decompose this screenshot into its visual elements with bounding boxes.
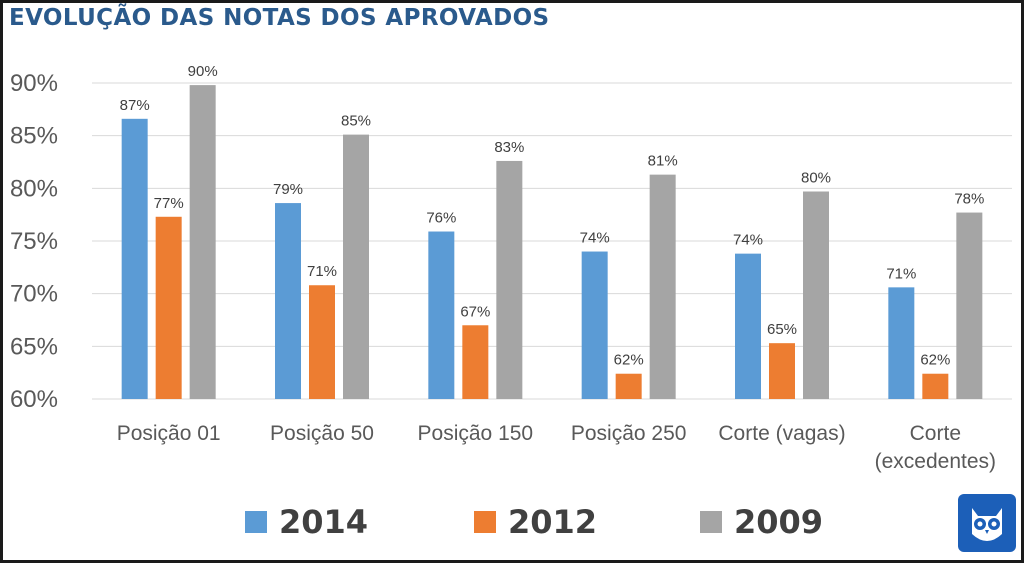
data-label: 87% [120, 97, 150, 114]
data-label: 85% [341, 113, 371, 130]
data-label: 62% [920, 352, 950, 369]
bar-2014 [275, 203, 301, 399]
bar-2012 [309, 285, 335, 399]
bar-2012 [922, 373, 949, 399]
data-label: 77% [154, 195, 184, 212]
bar-2009 [649, 174, 676, 399]
bar-2012 [155, 216, 182, 399]
legend-swatch [700, 511, 722, 533]
category-label: Corte [910, 422, 961, 445]
data-label: 74% [733, 232, 763, 249]
legend-label: 2014 [279, 503, 369, 541]
bar-2014 [888, 287, 915, 399]
bar-2012 [769, 343, 795, 399]
legend-item-2014: 2014 [245, 500, 368, 544]
y-tick-label: 80% [10, 175, 58, 202]
data-labels: 87% 79% 76% 74% 74% 71% 77% 71% 67% 62% 65% 62% 90% 8… [120, 63, 985, 369]
y-tick-label: 65% [10, 333, 58, 360]
bars [121, 85, 983, 400]
bar-chart: 60% 65% 70% 75% 80% 85% 90% 87% 79% 76% 74% 74% 71%… [10, 63, 1012, 473]
y-tick-label: 90% [10, 70, 58, 97]
owl-logo-icon [958, 494, 1016, 552]
category-label: (excedentes) [875, 450, 996, 473]
legend-label: 2012 [508, 503, 598, 541]
bar-2014 [428, 231, 455, 399]
bar-2009 [343, 134, 369, 399]
category-label: Posição 250 [571, 422, 687, 445]
x-axis-category-labels: Posição 01 Posição 50 Posição 150 Posição 2… [117, 422, 996, 473]
category-label: Posição 150 [418, 422, 534, 445]
bar-2009 [496, 160, 523, 399]
legend-label: 2009 [734, 503, 824, 541]
bar-2012 [615, 373, 642, 399]
legend-item-2012: 2012 [474, 500, 597, 544]
bar-2009 [803, 191, 829, 399]
bar-2014 [581, 251, 608, 399]
bar-2009 [956, 212, 983, 399]
y-tick-label: 75% [10, 228, 58, 255]
data-label: 80% [801, 169, 831, 186]
y-axis-tick-labels: 60% 65% 70% 75% 80% 85% 90% [10, 70, 58, 413]
legend-swatch [245, 511, 267, 533]
data-label: 90% [188, 63, 218, 80]
data-label: 74% [580, 230, 610, 247]
data-label: 79% [273, 181, 303, 198]
legend-swatch [474, 511, 496, 533]
category-label: Corte (vagas) [718, 422, 845, 445]
data-label: 83% [494, 139, 524, 156]
y-tick-label: 70% [10, 281, 58, 308]
gridlines [92, 82, 1012, 400]
data-label: 76% [426, 210, 456, 227]
data-label: 78% [954, 191, 984, 208]
legend: 2014 2012 2009 [0, 500, 1024, 544]
chart-title: EVOLUÇÃO DAS NOTAS DOS APROVADOS [9, 5, 550, 31]
bar-2009 [189, 85, 216, 400]
bar-2014 [121, 118, 148, 400]
bar-2014 [735, 253, 761, 399]
category-label: Posição 01 [117, 422, 221, 445]
data-label: 65% [767, 321, 797, 338]
data-label: 81% [648, 153, 678, 170]
data-label: 71% [307, 263, 337, 280]
data-label: 67% [460, 303, 490, 320]
data-label: 62% [614, 352, 644, 369]
bar-2012 [462, 325, 489, 399]
y-tick-label: 60% [10, 386, 58, 413]
data-label: 71% [886, 265, 916, 282]
legend-item-2009: 2009 [700, 500, 823, 544]
category-label: Posição 50 [270, 422, 374, 445]
y-tick-label: 85% [10, 123, 58, 150]
